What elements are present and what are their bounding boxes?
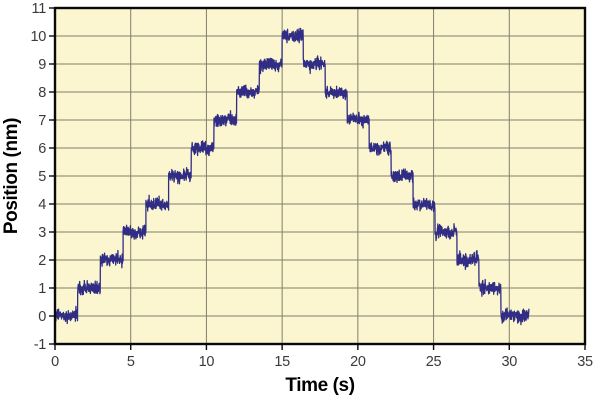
y-tick-label: 1 <box>38 281 46 297</box>
y-tick-label: 5 <box>38 169 46 185</box>
y-tick-label: 8 <box>38 85 46 101</box>
y-tick-label: 6 <box>38 141 46 157</box>
y-tick-label: 9 <box>38 57 46 73</box>
y-tick-label: 2 <box>38 253 46 269</box>
y-tick-label: 7 <box>38 113 46 129</box>
y-tick-label: 10 <box>30 29 46 45</box>
y-tick-label: 0 <box>38 309 46 325</box>
x-axis-title: Time (s) <box>285 375 354 396</box>
x-tick-label: 15 <box>274 354 290 370</box>
y-tick-label: -1 <box>34 337 47 353</box>
y-tick-label: 4 <box>38 197 46 213</box>
x-tick-label: 10 <box>199 354 215 370</box>
x-tick-label: 30 <box>502 354 518 370</box>
y-axis-title: Position (nm) <box>1 118 22 234</box>
x-tick-label: 35 <box>577 354 593 370</box>
x-tick-label: 20 <box>350 354 366 370</box>
y-tick-label: 3 <box>38 225 46 241</box>
position-trace <box>54 27 530 326</box>
y-tick-label: 11 <box>32 1 47 17</box>
x-tick-label: 5 <box>127 354 135 370</box>
x-tick-label: 25 <box>426 354 442 370</box>
x-tick-label: 0 <box>51 354 59 370</box>
